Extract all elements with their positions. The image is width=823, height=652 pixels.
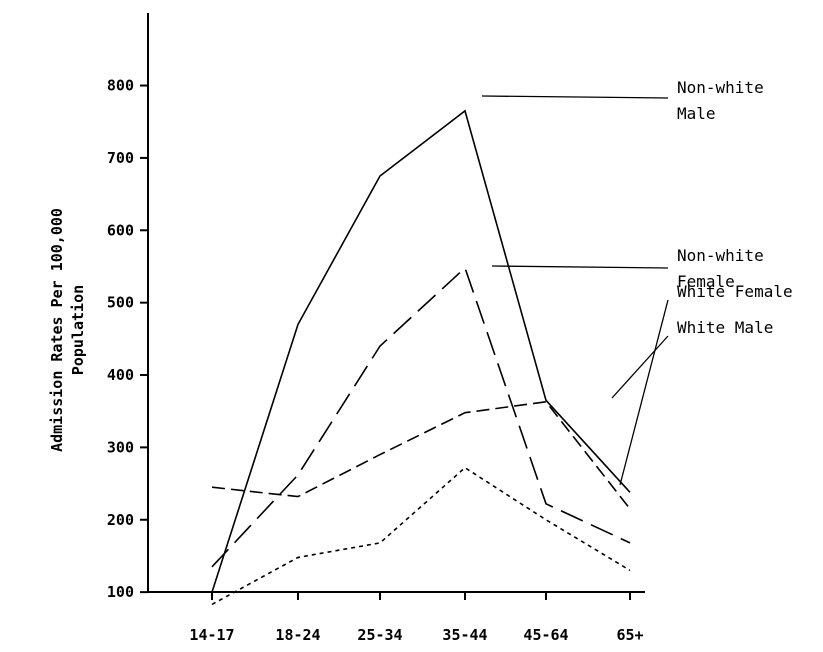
y-tick-label: 600 xyxy=(107,221,134,239)
y-tick-label: 100 xyxy=(107,583,134,601)
y-tick-label: 500 xyxy=(107,294,134,312)
series-label-non-white-male: Male xyxy=(677,104,716,123)
x-tick-label: 65+ xyxy=(616,626,643,644)
series-label-white-female: White Female xyxy=(677,282,793,301)
y-axis-title-line2: Population xyxy=(69,285,87,375)
series-line-white-male xyxy=(211,400,631,510)
x-tick-label: 45-64 xyxy=(523,626,568,644)
x-axis: 14-17 18-24 25-34 35-44 45-64 65+ xyxy=(148,591,645,644)
x-tick-label: 35-44 xyxy=(442,626,487,644)
series-line-non-white-male xyxy=(211,109,631,593)
series-group xyxy=(211,109,631,606)
y-tick-label: 200 xyxy=(107,511,134,529)
x-tick-label: 18-24 xyxy=(275,626,320,644)
y-tick-label: 400 xyxy=(107,366,134,384)
series-line-white-female xyxy=(211,466,631,606)
y-tick-label: 700 xyxy=(107,149,134,167)
leader-line-white-female xyxy=(619,299,669,486)
leader-line-non-white-male xyxy=(481,95,669,99)
y-axis-title: Admission Rates Per 100,000 xyxy=(48,208,66,452)
series-label-non-white-male: Non-white xyxy=(677,78,764,97)
x-tick-label: 25-34 xyxy=(357,626,402,644)
series-label-non-white-female: Non-white xyxy=(677,246,764,265)
series-labels: Non-white Male Non-white Female White Male Wh… xyxy=(481,78,793,486)
y-tick-label: 300 xyxy=(107,438,134,456)
series-label-white-male: White Male xyxy=(677,318,773,337)
leader-line-white-male xyxy=(611,335,669,399)
leader-line-non-white-female xyxy=(491,265,669,269)
series-label-non-white-female: Female xyxy=(677,272,735,291)
y-tick-label: 800 xyxy=(107,77,134,95)
x-tick-label: 14-17 xyxy=(189,626,234,644)
series-line-non-white-female xyxy=(211,266,631,568)
y-axis: 100 200 300 400 500 600 700 800 xyxy=(107,13,149,601)
